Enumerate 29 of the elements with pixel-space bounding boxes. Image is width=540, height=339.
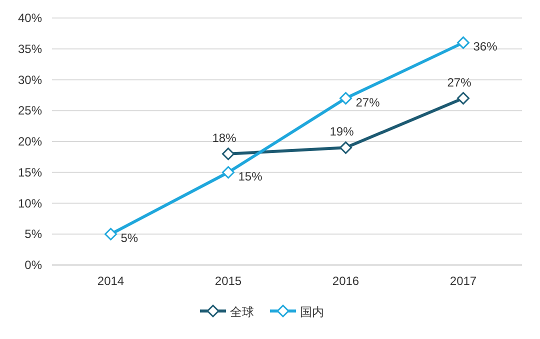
x-tick-label: 2015 — [214, 274, 242, 288]
point — [222, 166, 234, 179]
y-tick-label: 35% — [18, 42, 42, 56]
y-tick-label: 40% — [18, 11, 42, 25]
point — [222, 148, 234, 160]
data-label: 5% — [120, 231, 138, 246]
y-tick-label: 20% — [18, 134, 42, 148]
data-label: 15% — [238, 169, 263, 184]
legend-label: 国内 — [300, 305, 324, 319]
y-tick-label: 15% — [18, 165, 42, 180]
y-tick-label: 0% — [24, 258, 42, 272]
x-tick-label: 2017 — [450, 274, 477, 288]
y-tick-label: 30% — [18, 72, 42, 87]
x-tick-label: 2016 — [332, 274, 360, 288]
point — [340, 92, 352, 105]
legend-label: 全球 — [230, 305, 254, 319]
data-label: 36% — [473, 40, 498, 54]
x-tick-label: 2014 — [97, 274, 124, 288]
data-label: 19% — [330, 124, 354, 139]
data-label: 27% — [356, 95, 380, 110]
point — [104, 228, 117, 240]
y-tick-label: 25% — [18, 104, 42, 118]
data-label: 27% — [447, 75, 472, 90]
point — [457, 36, 470, 49]
point — [340, 141, 352, 154]
y-tick-label: 5% — [24, 227, 42, 242]
y-tick-label: 10% — [18, 196, 42, 210]
data-label: 18% — [212, 130, 237, 145]
point — [457, 92, 470, 105]
